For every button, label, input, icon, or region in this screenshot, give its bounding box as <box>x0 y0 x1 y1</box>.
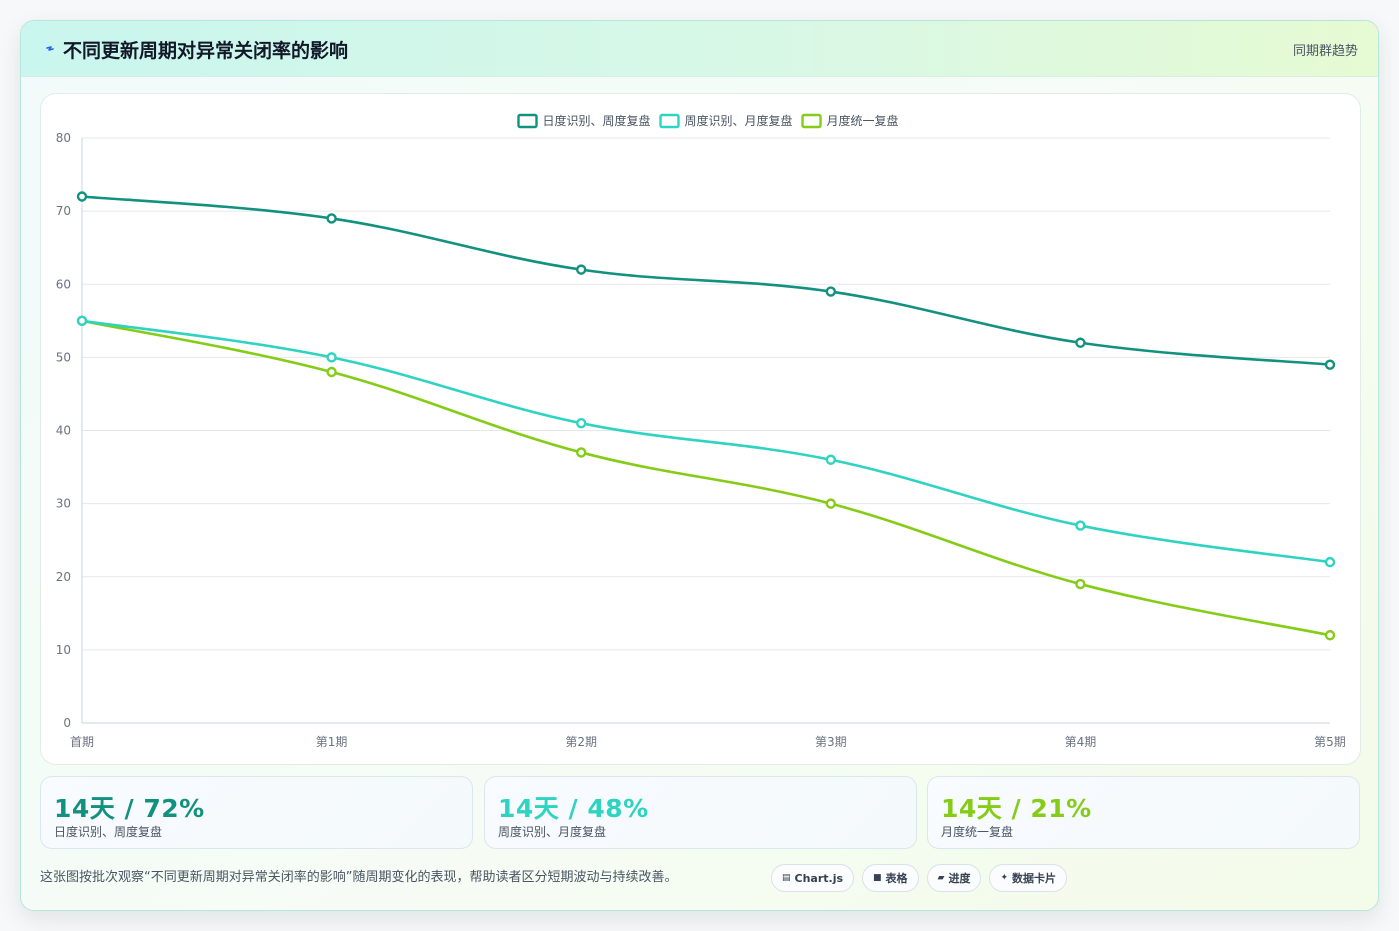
legend-label[interactable]: 日度识别、周度复盘 <box>543 113 651 128</box>
card-header: 不同更新周期对异常关闭率的影响 同期群趋势 <box>21 21 1378 77</box>
legend-swatch[interactable] <box>517 113 538 129</box>
y-tick-label: 30 <box>56 497 71 511</box>
line-chart: 0 10 20 30 40 50 60 70 80 首期 第1期 第2期 第3期 第4期 第5期 日度识别、周… <box>56 113 1346 749</box>
series-line <box>80 195 1332 366</box>
series-line <box>80 319 1332 564</box>
table-icon: ■ <box>873 873 882 883</box>
y-tick-label: 70 <box>56 204 71 218</box>
data-point[interactable] <box>576 264 587 275</box>
data-point[interactable] <box>326 366 337 378</box>
chip-label: 表格 <box>885 872 908 885</box>
chip-table[interactable]: ■ 表格 <box>862 864 919 892</box>
chip-data-card[interactable]: ✦ 数据卡片 <box>989 864 1068 892</box>
kpi-card-3: 14天 / 21% 月度统一复盘 <box>927 776 1360 849</box>
x-tick-label: 第1期 <box>316 735 348 749</box>
data-point[interactable] <box>326 352 337 363</box>
series-line <box>80 319 1332 637</box>
sparkle-icon: ✦ <box>1000 873 1009 883</box>
legend-label[interactable]: 周度识别、月度复盘 <box>685 113 793 128</box>
data-point[interactable] <box>576 447 587 458</box>
data-point[interactable] <box>1075 337 1086 348</box>
x-tick-label: 第5期 <box>1314 735 1346 749</box>
y-tick-label: 80 <box>56 131 71 145</box>
legend-swatch[interactable] <box>801 113 822 129</box>
kpi-label: 日度识别、周度复盘 <box>54 825 163 839</box>
data-point[interactable] <box>76 315 88 327</box>
header-badge: 同期群趋势 <box>1292 44 1358 59</box>
y-tick-label: 60 <box>56 277 71 291</box>
data-point[interactable] <box>825 286 836 297</box>
x-tick-label: 第2期 <box>565 735 597 749</box>
chip-progress[interactable]: ▰ 进度 <box>926 864 982 892</box>
chart-icon: ▤ <box>782 873 791 883</box>
data-point[interactable] <box>1075 578 1086 590</box>
x-tick-label: 第4期 <box>1065 735 1097 749</box>
x-tick-label: 第3期 <box>815 735 847 749</box>
kpi-label: 周度识别、月度复盘 <box>498 825 607 839</box>
data-point[interactable] <box>76 191 88 202</box>
tech-chips: ▤ Chart.js ■ 表格 ▰ 进度 ✦ 数据卡片 <box>771 864 1068 892</box>
kpi-value: 14天 / 48% <box>498 794 649 823</box>
chip-label: 数据卡片 <box>1012 872 1057 885</box>
chip-chartjs[interactable]: ▤ Chart.js <box>771 864 855 892</box>
data-point[interactable] <box>576 417 587 429</box>
kpi-value: 14天 / 21% <box>941 794 1092 823</box>
kpi-value: 14天 / 72% <box>54 794 205 823</box>
y-tick-label: 20 <box>56 570 71 584</box>
chip-label: 进度 <box>948 872 971 885</box>
data-point[interactable] <box>1075 520 1086 531</box>
page-title: 不同更新周期对异常关闭率的影响 <box>63 40 349 62</box>
kpi-card-2: 14天 / 48% 周度识别、月度复盘 <box>484 776 917 849</box>
data-point[interactable] <box>825 498 836 509</box>
legend-swatch[interactable] <box>659 113 680 129</box>
chart-card: 不同更新周期对异常关闭率的影响 同期群趋势 0 10 20 30 40 50 60 70 80 首… <box>20 20 1379 911</box>
data-point[interactable] <box>1324 556 1336 568</box>
legend-label[interactable]: 月度统一复盘 <box>827 113 899 128</box>
chart-panel: 0 10 20 30 40 50 60 70 80 首期 第1期 第2期 第3期 第4期 第5期 日度识别、周… <box>40 93 1361 765</box>
y-tick-label: 0 <box>63 716 71 730</box>
y-tick-label: 40 <box>56 424 71 438</box>
data-point[interactable] <box>1324 359 1336 370</box>
data-point[interactable] <box>1324 630 1336 641</box>
x-tick-label: 首期 <box>70 735 94 749</box>
chip-label: Chart.js <box>794 871 844 885</box>
progress-icon: ▰ <box>937 873 945 883</box>
data-point[interactable] <box>825 454 836 465</box>
kpi-label: 月度统一复盘 <box>941 825 1014 839</box>
y-tick-label: 10 <box>56 643 71 657</box>
data-point[interactable] <box>326 213 337 224</box>
kpi-card-1: 14天 / 72% 日度识别、周度复盘 <box>40 776 473 849</box>
lightning-icon <box>46 46 54 51</box>
chart-description: 这张图按批次观察“不同更新周期对异常关闭率的影响”随周期变化的表现，帮助读者区分… <box>40 870 678 885</box>
y-tick-label: 50 <box>56 350 71 364</box>
